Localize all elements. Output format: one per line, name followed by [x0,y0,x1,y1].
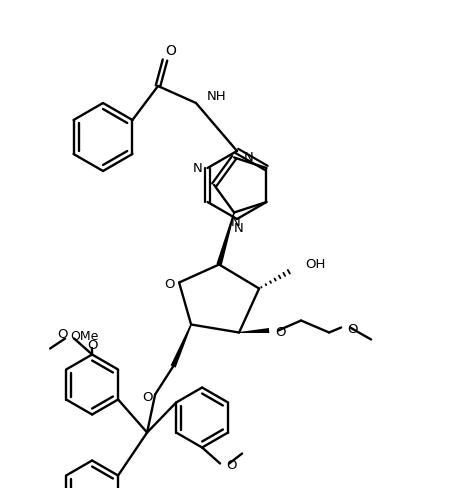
Text: OH: OH [304,258,325,271]
Text: O: O [274,326,285,339]
Text: O: O [347,323,357,336]
Text: O: O [165,44,176,58]
Text: OMe: OMe [70,330,98,343]
Text: NH: NH [207,90,226,103]
Polygon shape [216,212,234,265]
Text: O: O [226,459,236,472]
Polygon shape [239,328,269,333]
Text: O: O [87,339,97,352]
Text: O: O [163,278,174,291]
Text: O: O [141,391,152,404]
Text: O: O [57,328,67,341]
Text: N: N [231,216,241,229]
Text: N: N [234,223,243,236]
Polygon shape [170,324,191,367]
Text: N: N [244,151,253,164]
Text: N: N [192,163,202,176]
